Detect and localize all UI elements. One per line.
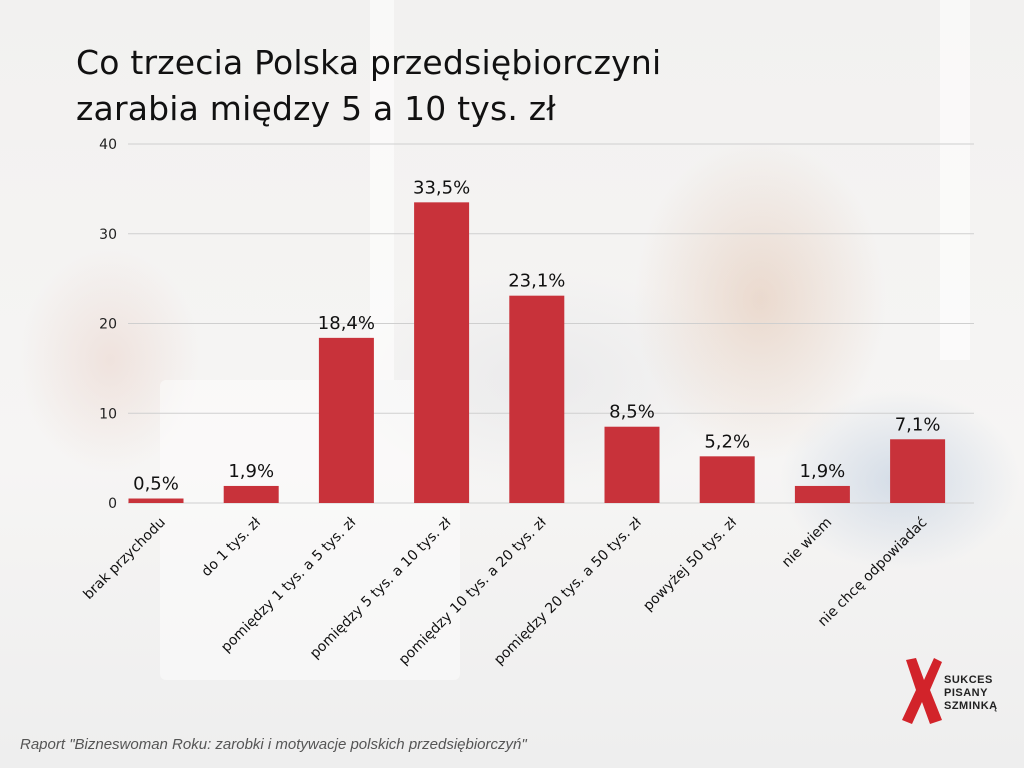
value-label: 33,5% (413, 177, 470, 198)
logo-text-line-3: SZMINKĄ (944, 700, 998, 712)
bar (794, 485, 850, 503)
value-label: 1,9% (800, 461, 846, 482)
y-tick-label: 20 (99, 317, 117, 333)
bar (318, 337, 374, 503)
value-label: 7,1% (895, 414, 941, 435)
category-label: do 1 tys. zł (199, 515, 264, 580)
logo-text-line-2: PISANY (944, 687, 988, 699)
background-laptop (160, 380, 460, 680)
category-label: nie chcę odpowiadać (815, 515, 930, 630)
chart-title: Co trzecia Polska przedsiębiorczyni zara… (76, 40, 876, 132)
background-shelf (370, 0, 394, 380)
value-label: 1,9% (228, 461, 274, 482)
bar (604, 426, 660, 503)
value-label: 18,4% (318, 313, 375, 334)
y-tick-label: 0 (108, 496, 117, 512)
chart-title-line-2: zarabia między 5 a 10 tys. zł (76, 89, 556, 128)
category-label: powyżej 50 tys. zł (640, 515, 740, 615)
chart-title-line-1: Co trzecia Polska przedsiębiorczyni (76, 43, 662, 82)
bar (890, 439, 946, 503)
value-label: 0,5% (133, 474, 179, 495)
bar (223, 485, 279, 503)
y-tick-label: 40 (99, 137, 117, 153)
value-label: 8,5% (609, 402, 655, 423)
category-label: brak przychodu (80, 515, 168, 603)
y-tick-label: 30 (99, 227, 117, 243)
y-tick-label: 10 (99, 406, 117, 422)
logo-text-line-1: SUKCES (944, 674, 993, 686)
brand-logo: SUKCES PISANY SZMINKĄ (900, 656, 1000, 726)
category-label: nie wiem (779, 515, 835, 571)
x-mark-icon (902, 658, 942, 724)
bar (128, 498, 184, 503)
bar (509, 295, 565, 503)
bar (699, 456, 755, 503)
value-label: 23,1% (508, 271, 565, 292)
background-shelf (940, 0, 970, 360)
value-label: 5,2% (704, 431, 750, 452)
bar (414, 202, 470, 503)
source-note: Raport "Bizneswoman Roku: zarobki i moty… (20, 736, 527, 753)
